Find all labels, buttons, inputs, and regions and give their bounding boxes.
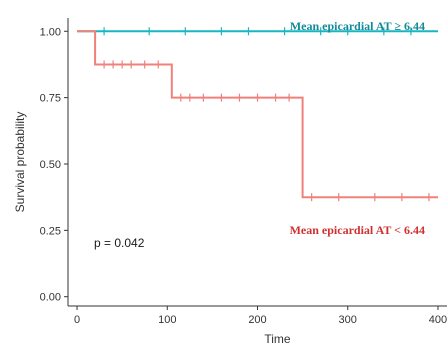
y-tick-label: 0.25: [40, 225, 61, 237]
y-axis-title: Survival probability: [13, 112, 27, 213]
series-layer: [77, 27, 438, 202]
p-value-annotation: p = 0.042: [94, 236, 145, 250]
axes-layer: 0.00 0.25 0.50 0.75 1.00 0 100 200 300 400 Time Sur…: [13, 18, 447, 346]
x-tick-label: 0: [74, 314, 80, 326]
y-tick-label: 0.75: [40, 93, 61, 105]
y-tick-label: 0.00: [40, 292, 61, 304]
survival-curve-series-2: [77, 30, 438, 199]
x-axis-title: Time: [264, 332, 291, 346]
series-label-1: Mean epicardial AT ≥ 6.44: [290, 19, 425, 33]
y-tick-label: 0.50: [40, 159, 61, 171]
x-tick-label: 400: [429, 314, 447, 326]
x-tick-label: 300: [339, 314, 357, 326]
y-tick-label: 1.00: [40, 26, 61, 38]
series-label-2: Mean epicardial AT < 6.44: [290, 223, 425, 237]
x-tick-label: 100: [158, 314, 176, 326]
x-tick-label: 200: [248, 314, 266, 326]
labels-layer: Mean epicardial AT ≥ 6.44 Mean epicardial…: [94, 19, 425, 250]
